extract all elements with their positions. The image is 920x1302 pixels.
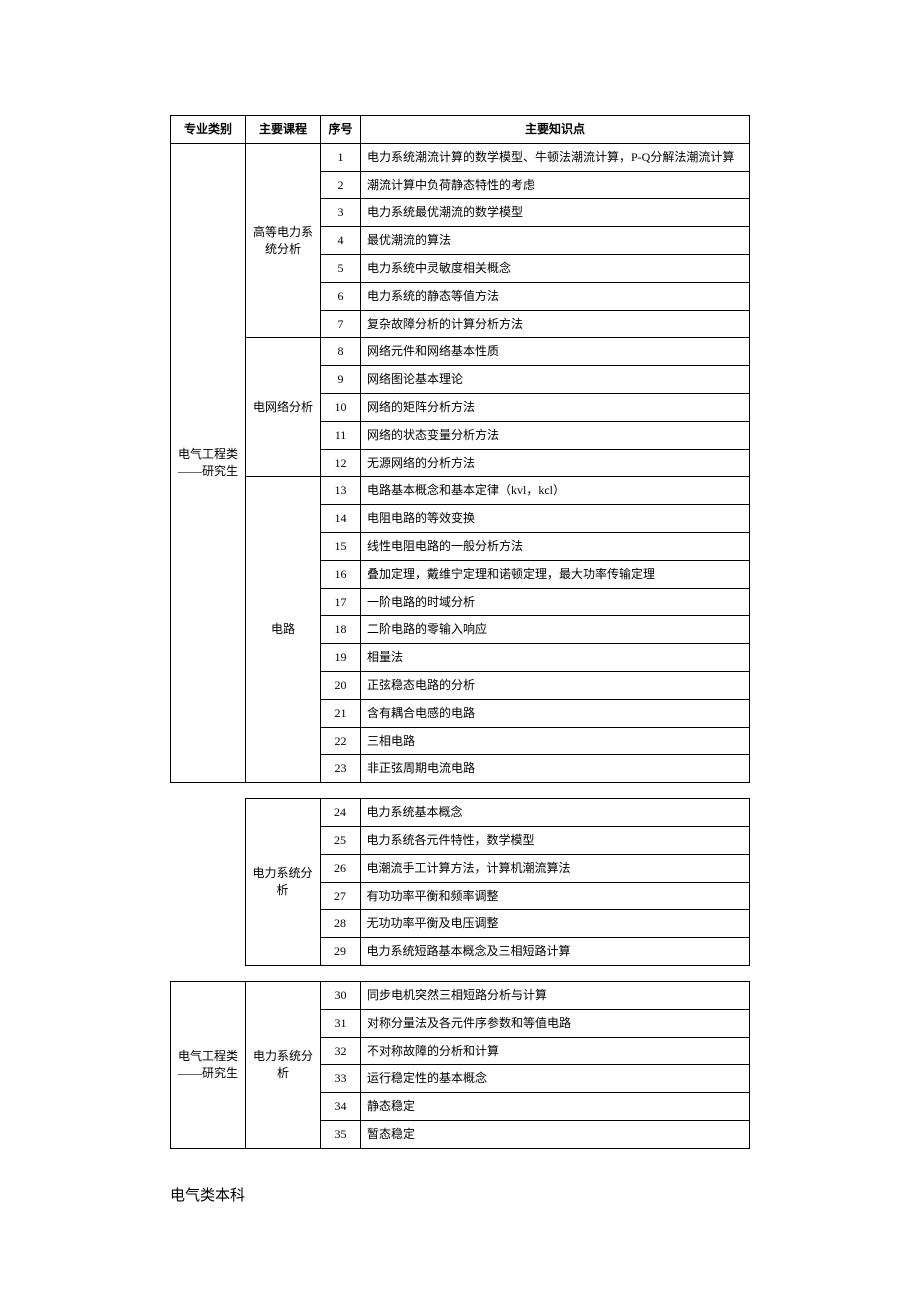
seq-cell: 30 (321, 981, 361, 1009)
seq-cell: 8 (321, 338, 361, 366)
table-row: 电气工程类——研究生电力系统分析30同步电机突然三相短路分析与计算 (171, 981, 750, 1009)
topic-cell: 非正弦周期电流电路 (361, 755, 750, 783)
topic-cell: 无源网络的分析方法 (361, 449, 750, 477)
seq-cell: 2 (321, 171, 361, 199)
topic-cell: 含有耦合电感的电路 (361, 699, 750, 727)
seq-cell: 9 (321, 366, 361, 394)
topic-cell: 网络的矩阵分析方法 (361, 393, 750, 421)
topic-cell: 叠加定理，戴维宁定理和诺顿定理，最大功率传输定理 (361, 560, 750, 588)
seq-cell: 25 (320, 826, 360, 854)
seq-cell: 33 (321, 1065, 361, 1093)
seq-cell: 32 (321, 1037, 361, 1065)
topic-cell: 网络图论基本理论 (361, 366, 750, 394)
topic-cell: 运行稳定性的基本概念 (361, 1065, 750, 1093)
seq-cell: 29 (320, 938, 360, 966)
seq-cell: 7 (321, 310, 361, 338)
topic-cell: 电潮流手工计算方法，计算机潮流算法 (360, 854, 750, 882)
course-cell: 电路 (246, 477, 321, 783)
seq-cell: 10 (321, 393, 361, 421)
course-cell: 电力系统分析 (246, 981, 321, 1148)
topic-cell: 电力系统中灵敏度相关概念 (361, 254, 750, 282)
topic-cell: 静态稳定 (361, 1093, 750, 1121)
category-cell: 电气工程类——研究生 (171, 981, 246, 1148)
table-row: 电气工程类——研究生高等电力系统分析1电力系统潮流计算的数学模型、牛顿法潮流计算… (171, 143, 750, 171)
seq-cell: 28 (320, 910, 360, 938)
topic-cell: 电力系统各元件特性，数学模型 (360, 826, 750, 854)
seq-cell: 11 (321, 421, 361, 449)
seq-cell: 16 (321, 560, 361, 588)
category-cell (170, 799, 245, 966)
seq-cell: 1 (321, 143, 361, 171)
seq-cell: 5 (321, 254, 361, 282)
header-seq: 序号 (321, 116, 361, 144)
topic-cell: 二阶电路的零输入响应 (361, 616, 750, 644)
course-cell: 电力系统分析 (245, 799, 320, 966)
header-course: 主要课程 (246, 116, 321, 144)
table-row: 电路13电路基本概念和基本定律（kvl，kcl） (171, 477, 750, 505)
header-topic: 主要知识点 (361, 116, 750, 144)
seq-cell: 18 (321, 616, 361, 644)
topic-cell: 网络的状态变量分析方法 (361, 421, 750, 449)
seq-cell: 27 (320, 882, 360, 910)
section2-body: 电力系统分析24电力系统基本概念25电力系统各元件特性，数学模型26电潮流手工计… (170, 799, 750, 966)
seq-cell: 12 (321, 449, 361, 477)
topic-cell: 电路基本概念和基本定律（kvl，kcl） (361, 477, 750, 505)
seq-cell: 14 (321, 505, 361, 533)
topic-cell: 暂态稳定 (361, 1120, 750, 1148)
topic-cell: 电力系统最优潮流的数学模型 (361, 199, 750, 227)
topic-cell: 电力系统潮流计算的数学模型、牛顿法潮流计算，P-Q分解法潮流计算 (361, 143, 750, 171)
seq-cell: 34 (321, 1093, 361, 1121)
topic-cell: 电力系统的静态等值方法 (361, 282, 750, 310)
seq-cell: 35 (321, 1120, 361, 1148)
topic-cell: 无功功率平衡及电压调整 (360, 910, 750, 938)
topic-cell: 对称分量法及各元件序参数和等值电路 (361, 1009, 750, 1037)
table-section-1: 专业类别 主要课程 序号 主要知识点 电气工程类——研究生高等电力系统分析1电力… (170, 115, 750, 783)
seq-cell: 4 (321, 227, 361, 255)
topic-cell: 线性电阻电路的一般分析方法 (361, 532, 750, 560)
table-row: 电力系统分析24电力系统基本概念 (170, 799, 750, 827)
table-row: 电网络分析8网络元件和网络基本性质 (171, 338, 750, 366)
topic-cell: 同步电机突然三相短路分析与计算 (361, 981, 750, 1009)
footer-heading: 电气类本科 (170, 1184, 750, 1205)
table-section-2: 电力系统分析24电力系统基本概念25电力系统各元件特性，数学模型26电潮流手工计… (170, 798, 750, 966)
category-cell: 电气工程类——研究生 (171, 143, 246, 782)
seq-cell: 22 (321, 727, 361, 755)
seq-cell: 21 (321, 699, 361, 727)
topic-cell: 网络元件和网络基本性质 (361, 338, 750, 366)
section3-body: 电气工程类——研究生电力系统分析30同步电机突然三相短路分析与计算31对称分量法… (171, 981, 750, 1148)
seq-cell: 23 (321, 755, 361, 783)
topic-cell: 电力系统基本概念 (360, 799, 750, 827)
topic-cell: 三相电路 (361, 727, 750, 755)
topic-cell: 复杂故障分析的计算分析方法 (361, 310, 750, 338)
header-category: 专业类别 (171, 116, 246, 144)
seq-cell: 17 (321, 588, 361, 616)
topic-cell: 不对称故障的分析和计算 (361, 1037, 750, 1065)
table-section-3: 电气工程类——研究生电力系统分析30同步电机突然三相短路分析与计算31对称分量法… (170, 981, 750, 1149)
seq-cell: 26 (320, 854, 360, 882)
seq-cell: 24 (320, 799, 360, 827)
topic-cell: 相量法 (361, 644, 750, 672)
course-cell: 高等电力系统分析 (246, 143, 321, 338)
topic-cell: 潮流计算中负荷静态特性的考虑 (361, 171, 750, 199)
seq-cell: 20 (321, 671, 361, 699)
table-header-row: 专业类别 主要课程 序号 主要知识点 (171, 116, 750, 144)
seq-cell: 19 (321, 644, 361, 672)
seq-cell: 31 (321, 1009, 361, 1037)
seq-cell: 13 (321, 477, 361, 505)
topic-cell: 正弦稳态电路的分析 (361, 671, 750, 699)
section1-body: 电气工程类——研究生高等电力系统分析1电力系统潮流计算的数学模型、牛顿法潮流计算… (171, 143, 750, 782)
topic-cell: 电阻电路的等效变换 (361, 505, 750, 533)
seq-cell: 15 (321, 532, 361, 560)
topic-cell: 有功功率平衡和频率调整 (360, 882, 750, 910)
seq-cell: 3 (321, 199, 361, 227)
course-cell: 电网络分析 (246, 338, 321, 477)
topic-cell: 电力系统短路基本概念及三相短路计算 (360, 938, 750, 966)
topic-cell: 最优潮流的算法 (361, 227, 750, 255)
topic-cell: 一阶电路的时域分析 (361, 588, 750, 616)
seq-cell: 6 (321, 282, 361, 310)
tables-container: 专业类别 主要课程 序号 主要知识点 电气工程类——研究生高等电力系统分析1电力… (170, 115, 750, 1149)
